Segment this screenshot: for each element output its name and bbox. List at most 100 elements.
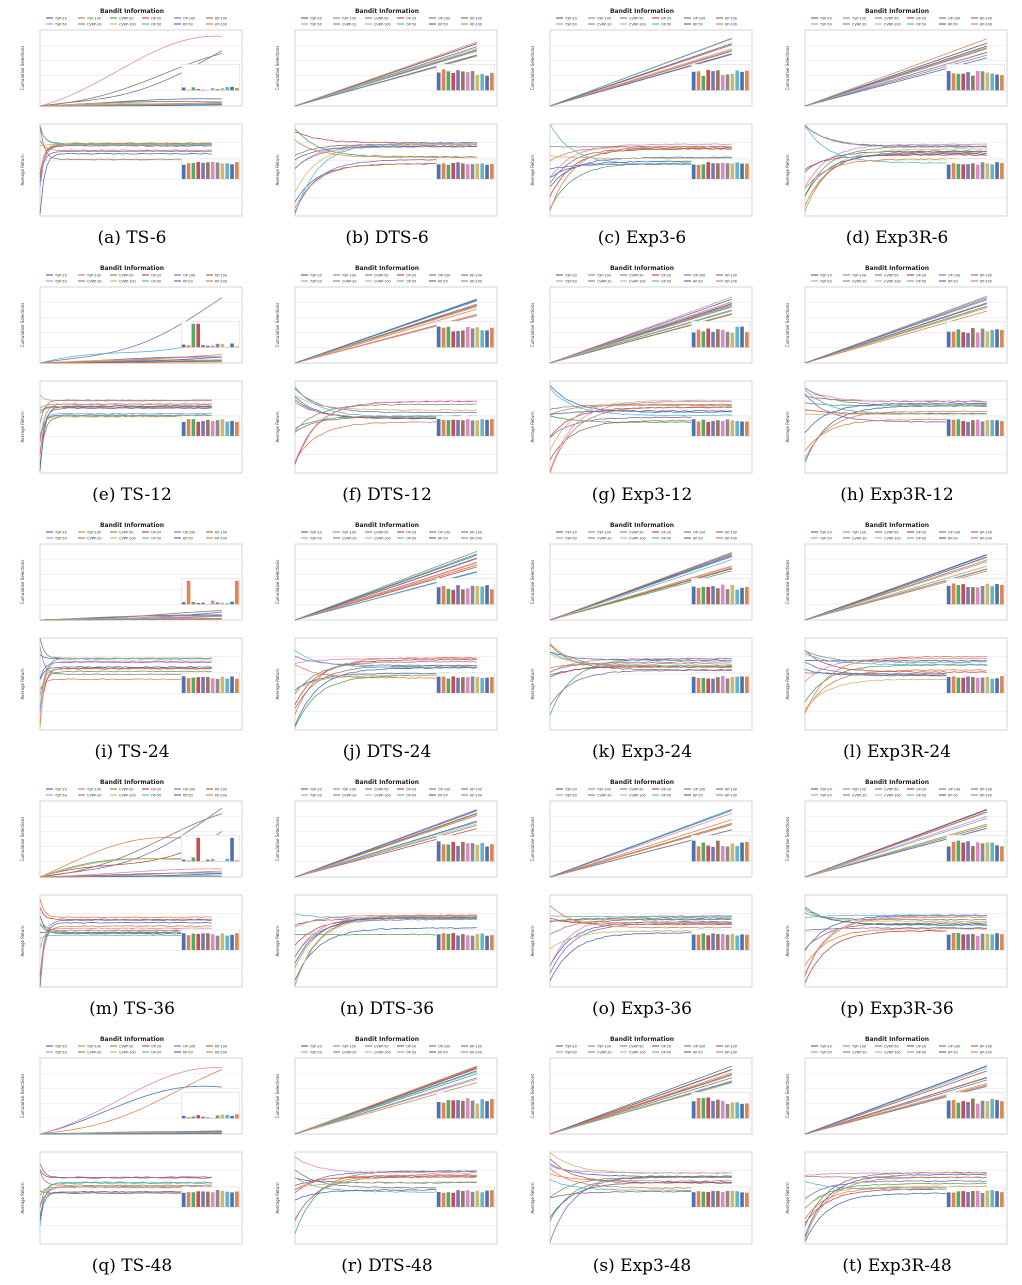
return-bar (745, 163, 749, 179)
subfigure-panel: Bandit Information TSP-20 TSP-100 CVRP-50 OP… (522, 777, 762, 1027)
legend-entry: CVRP-100 (629, 23, 646, 27)
return-bar (201, 933, 205, 950)
return-bar (716, 677, 720, 693)
return-bar (980, 162, 985, 179)
subfigure-panel: Bandit Information TSP-20 TSP-100 CVRP-50 OP… (777, 520, 1017, 770)
return-bar (475, 163, 480, 179)
selection-bar (181, 1115, 186, 1119)
selection-bar (490, 1099, 494, 1119)
lower-y-label: Average Return (785, 925, 790, 956)
return-line (39, 405, 212, 471)
selection-bar (706, 845, 711, 862)
legend-entry: TSP-50 (309, 537, 322, 541)
panel-title: Bandit Information (610, 1036, 674, 1043)
return-line (804, 922, 987, 950)
return-bar (181, 421, 186, 436)
selection-line (804, 554, 987, 621)
legend: TSP-20 TSP-100 CVRP-50 OP-20 OP-100 KP-100 TSP… (46, 531, 227, 541)
selection-bar (1000, 584, 1004, 605)
legend-entry: OP-50 (151, 1051, 161, 1055)
return-bar (470, 420, 475, 436)
legend-entry: TSP-100 (851, 274, 866, 278)
return-bar (720, 1192, 725, 1207)
selection-bar (225, 603, 230, 605)
selection-bar (1000, 329, 1004, 348)
return-line (39, 919, 212, 977)
legend-entry: OP-50 (406, 537, 416, 541)
return-line (549, 651, 732, 662)
return-line (549, 915, 732, 918)
legend-entry: OP-100 (183, 274, 195, 278)
selection-bar (985, 842, 990, 862)
return-line (804, 1180, 987, 1200)
return-line (39, 907, 212, 921)
return-line (804, 124, 987, 148)
return-line (39, 150, 212, 178)
return-bar (220, 676, 225, 693)
legend-entry: TSP-100 (596, 531, 611, 535)
return-bar (181, 676, 186, 693)
legend-entry: CVRP-100 (884, 23, 901, 27)
legend-entry: KP-200 (470, 23, 482, 27)
return-bar (465, 677, 470, 693)
return-bar (220, 933, 225, 950)
legend-entry: OP-100 (183, 788, 195, 792)
selection-bar (230, 601, 234, 605)
return-bar (451, 163, 456, 179)
legend-entry: CVRP-50 (629, 274, 644, 278)
return-bar (456, 677, 460, 693)
return-line (294, 144, 477, 193)
upper-y-label: Cumulative Selections (785, 817, 790, 862)
selection-bar (196, 837, 201, 862)
selection-bar (186, 345, 191, 348)
return-bar (446, 164, 451, 179)
selection-bar (995, 1100, 999, 1119)
legend-entry: TSP-100 (851, 17, 866, 21)
selection-line (549, 810, 732, 878)
selection-bar (475, 327, 480, 348)
return-bar (446, 678, 451, 693)
legend-entry: CVRP-100 (119, 794, 136, 798)
return-bar (215, 420, 220, 436)
legend-entry: OP-50 (151, 23, 161, 27)
return-bar (975, 419, 980, 436)
legend-entry: OP-20 (661, 788, 671, 792)
return-bar (730, 1190, 735, 1207)
selection-bar (985, 583, 990, 605)
legend-entry: TSP-20 (309, 17, 322, 21)
return-bar (225, 421, 230, 436)
return-bar (951, 933, 956, 950)
selection-bar (465, 72, 470, 91)
selection-line (549, 43, 732, 107)
selection-line (39, 359, 222, 364)
upper-y-label: Cumulative Selections (275, 46, 280, 91)
legend-entry: TSP-20 (54, 1045, 67, 1049)
legend-entry: OP-50 (661, 280, 671, 284)
selection-bar (946, 846, 951, 862)
selection-bar (446, 1100, 451, 1119)
selection-bar (691, 71, 696, 91)
return-line (549, 406, 732, 438)
return-bar (966, 676, 970, 693)
legend-entry: OP-20 (151, 788, 161, 792)
selection-line (294, 1065, 477, 1135)
legend-entry: KP-200 (980, 794, 992, 798)
selection-line (549, 309, 732, 364)
selection-line (294, 821, 477, 878)
legend-entry: TSP-50 (309, 794, 322, 798)
selection-bar (485, 585, 489, 605)
selection-bar (745, 1103, 749, 1119)
return-line (804, 911, 987, 923)
panel-title: Bandit Information (865, 779, 929, 786)
legend-entry: CVRP-20 (597, 1051, 612, 1055)
return-bar (485, 935, 489, 950)
bandit-chart: Bandit Information TSP-20 TSP-100 CVRP-50 OP… (530, 265, 753, 474)
legend-entry: OP-100 (183, 531, 195, 535)
return-bar (490, 935, 494, 950)
selection-bar (995, 329, 999, 348)
legend-entry: TSP-100 (341, 531, 356, 535)
legend-entry: CVRP-20 (342, 537, 357, 541)
selection-bar (951, 583, 956, 605)
return-bar (711, 933, 715, 950)
selection-bar (696, 71, 701, 91)
